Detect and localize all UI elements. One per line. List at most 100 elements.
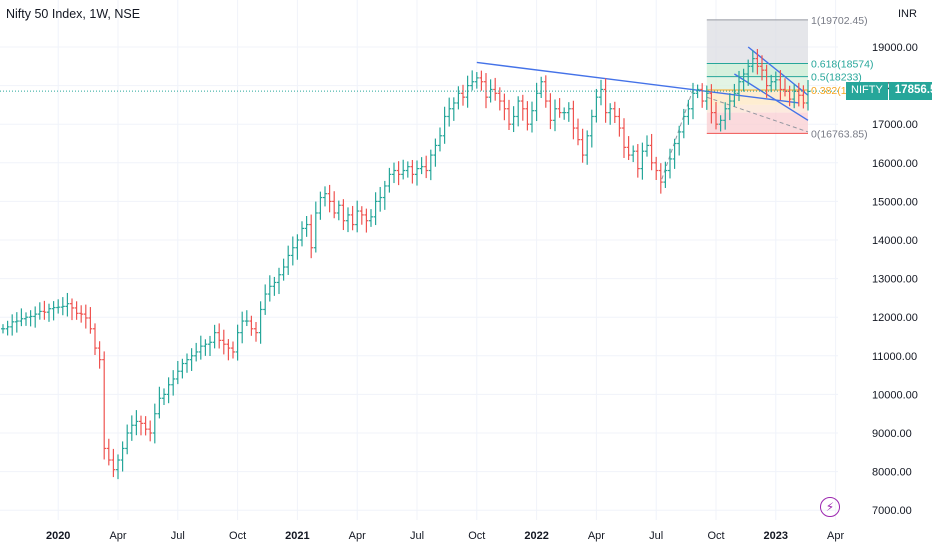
ohlc-bar xyxy=(773,71,778,91)
ohlc-bar xyxy=(727,93,732,121)
x-tick-label: 2020 xyxy=(46,530,70,542)
ohlc-bar xyxy=(566,102,571,122)
ohlc-bar xyxy=(415,160,419,186)
ohlc-bar xyxy=(769,74,774,93)
ohlc-bar xyxy=(635,144,640,178)
ohlc-bar xyxy=(217,323,222,349)
ohlc-bar xyxy=(313,201,318,253)
ohlc-bar xyxy=(589,109,594,148)
trendline-channel-lower xyxy=(734,73,809,121)
y-tick-label: 17000.00 xyxy=(872,119,918,131)
x-tick-label: 2023 xyxy=(764,530,788,542)
x-tick-label: Oct xyxy=(229,530,246,542)
fib-diagonal xyxy=(706,96,809,133)
x-axis[interactable]: 2020 Apr Jul Oct 2021 Apr Jul Oct 2022 Apr Jul Oct 2… xyxy=(46,530,845,542)
ohlc-bar xyxy=(157,386,162,419)
lightning-bolt-icon[interactable]: ⚡ xyxy=(820,497,840,517)
ohlc-bar xyxy=(746,59,751,86)
ohlc-bar xyxy=(392,162,396,184)
ohlc-bar xyxy=(70,298,74,321)
ohlc-bar xyxy=(364,208,369,233)
trendlines[interactable] xyxy=(476,46,809,121)
ohlc-bar xyxy=(755,49,760,75)
ohlc-bar xyxy=(346,207,350,233)
ohlc-bar xyxy=(433,138,438,167)
ohlc-bar xyxy=(732,83,737,107)
ohlc-bar xyxy=(382,180,387,210)
ohlc-bar xyxy=(700,83,705,108)
ohlc-bar xyxy=(208,335,212,356)
ohlc-bar xyxy=(102,351,107,460)
ohlc-bar xyxy=(189,348,194,371)
ohlc-bar xyxy=(410,159,415,184)
ohlc-bar xyxy=(56,299,61,314)
ohlc-bar xyxy=(198,335,203,360)
last-price-tag: NIFTY 17856.50 xyxy=(846,82,932,100)
ohlc-bar xyxy=(507,99,511,130)
ohlc-bar xyxy=(258,301,263,344)
ohlc-bar xyxy=(557,98,562,118)
ohlc-bar xyxy=(704,85,709,110)
ohlc-bar xyxy=(530,101,534,133)
ohlc-bar xyxy=(327,184,332,213)
ohlc-bar xyxy=(778,70,783,101)
ohlc-bar xyxy=(594,88,599,123)
ohlc-bar xyxy=(737,70,741,102)
ohlc-bar xyxy=(562,107,567,120)
ohlc-bar xyxy=(548,93,553,130)
ohlc-bar xyxy=(451,97,456,121)
ohlc-bar xyxy=(493,77,498,101)
y-tick-label: 7000.00 xyxy=(872,505,912,517)
ohlc-bar xyxy=(336,200,341,221)
ohlc-bar xyxy=(617,108,622,137)
ohlc-bar xyxy=(143,416,148,436)
ohlc-bar xyxy=(74,301,79,320)
last-price-value: 17856.50 xyxy=(888,82,932,100)
fib-diagonal xyxy=(660,89,694,183)
ohlc-bar xyxy=(672,138,677,169)
fib-band xyxy=(706,104,808,113)
fib-level-label: 0.5(18233) xyxy=(811,72,862,84)
ohlc-bar xyxy=(14,312,19,333)
y-tick-label: 11000.00 xyxy=(872,351,917,363)
ohlc-bar xyxy=(240,311,245,344)
trendline-resistance xyxy=(476,61,799,104)
ohlc-bar xyxy=(116,454,120,480)
currency-label: INR xyxy=(898,8,917,20)
ohlc-bar xyxy=(254,322,258,342)
ohlc-bar xyxy=(175,360,180,385)
ohlc-bar xyxy=(226,339,231,361)
fib-band xyxy=(706,76,808,91)
ohlc-bar xyxy=(456,86,461,110)
chart-title: Nifty 50 Index, 1W, NSE xyxy=(6,7,141,21)
ohlc-bar xyxy=(686,99,691,125)
ohlc-bar xyxy=(470,70,475,91)
ohlc-bar xyxy=(576,118,580,146)
ohlc-bar xyxy=(24,312,28,326)
ohlc-bar xyxy=(438,127,442,152)
ohlc-bar xyxy=(341,199,346,231)
ohlc-bar xyxy=(350,205,355,231)
y-tick-label: 13000.00 xyxy=(872,274,918,286)
x-tick-label: Jul xyxy=(171,530,185,542)
x-tick-label: Jul xyxy=(410,530,424,542)
ohlc-bar xyxy=(419,157,424,175)
ohlc-bar xyxy=(677,125,682,156)
ohlc-bar xyxy=(304,215,309,237)
ohlc-bar xyxy=(511,106,516,133)
ohlc-bar xyxy=(801,85,806,109)
fib-band xyxy=(706,112,808,134)
ohlc-bar xyxy=(502,93,507,121)
ohlc-bar xyxy=(603,78,608,123)
ohlc-bar xyxy=(300,221,304,247)
ohlc-bar xyxy=(723,102,728,130)
ohlc-bar xyxy=(359,206,364,225)
ohlc-bar xyxy=(622,118,626,158)
ohlc-bar xyxy=(129,415,134,441)
ohlc-bar xyxy=(461,84,465,106)
x-tick-label: Oct xyxy=(468,530,485,542)
y-axis[interactable]: 19000.0018000.0017000.0016000.0015000.00… xyxy=(872,42,918,517)
ohlc-bar xyxy=(51,301,56,321)
ohlc-bar xyxy=(658,163,663,194)
